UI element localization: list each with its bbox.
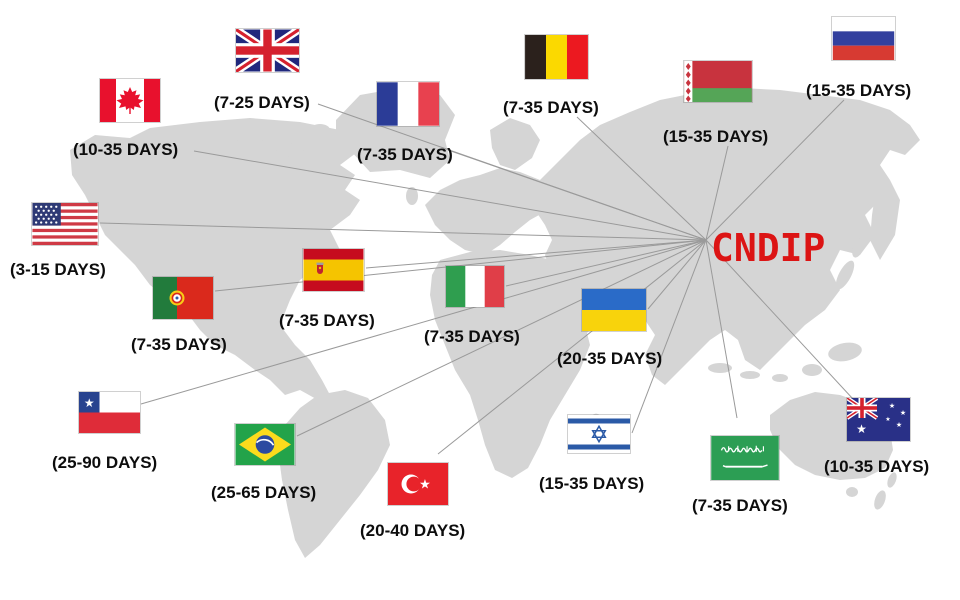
indonesia bbox=[772, 374, 788, 382]
delivery-time-uk: (7-25 DAYS) bbox=[214, 93, 310, 112]
svg-text:★: ★ bbox=[419, 478, 431, 493]
continent-asia bbox=[528, 88, 920, 385]
flag-russia bbox=[832, 17, 895, 60]
svg-text:★: ★ bbox=[84, 396, 95, 410]
delivery-time-belgium: (7-35 DAYS) bbox=[503, 98, 599, 117]
continents bbox=[70, 88, 920, 558]
delivery-time-chile: (25-90 DAYS) bbox=[52, 453, 158, 472]
flag-canada bbox=[100, 79, 160, 122]
flag-spain bbox=[303, 249, 364, 291]
svg-text:★: ★ bbox=[856, 422, 867, 436]
connection-line-brazil bbox=[296, 239, 707, 437]
flag-belgium bbox=[525, 35, 588, 79]
connection-line-italy bbox=[505, 239, 707, 287]
delivery-time-italy: (7-35 DAYS) bbox=[424, 327, 520, 346]
scandinavia bbox=[490, 118, 540, 170]
connection-line-spain bbox=[365, 239, 707, 269]
connection-lines bbox=[99, 99, 854, 455]
arctic-islands bbox=[232, 127, 268, 143]
connection-line-saudi_arabia bbox=[705, 239, 738, 419]
flag-portugal bbox=[153, 277, 213, 319]
arctic-islands bbox=[310, 124, 330, 136]
delivery-time-belarus: (15-35 DAYS) bbox=[663, 127, 769, 146]
british-isles bbox=[406, 187, 418, 205]
delivery-time-turkey: (20-40 DAYS) bbox=[360, 521, 466, 540]
flag-usa bbox=[32, 203, 98, 245]
connection-line-ukraine bbox=[647, 239, 707, 310]
flag-france bbox=[377, 82, 439, 126]
delivery-time-israel: (15-35 DAYS) bbox=[539, 474, 645, 493]
new-zealand bbox=[874, 490, 886, 510]
flag-saudi_arabia bbox=[711, 436, 779, 480]
connection-line-portugal bbox=[214, 239, 707, 292]
connection-line-belarus bbox=[705, 145, 729, 241]
origin-brand-label: CNDIP bbox=[711, 226, 826, 270]
svg-text:★: ★ bbox=[889, 402, 895, 410]
connection-line-usa bbox=[99, 222, 707, 241]
svg-text:★: ★ bbox=[896, 421, 902, 429]
flag-brazil bbox=[235, 424, 295, 465]
delivery-time-canada: (10-35 DAYS) bbox=[73, 140, 179, 159]
svg-text:★: ★ bbox=[900, 409, 906, 417]
indonesia bbox=[740, 371, 760, 379]
connection-line-chile bbox=[140, 239, 707, 405]
delivery-time-ukraine: (20-35 DAYS) bbox=[557, 349, 663, 368]
connection-line-turkey bbox=[437, 239, 707, 455]
indonesia bbox=[802, 364, 822, 376]
arctic-islands bbox=[276, 143, 304, 157]
delivery-time-saudi_arabia: (7-35 DAYS) bbox=[692, 496, 788, 515]
flag-chile: ★ bbox=[79, 392, 140, 433]
flag-uk bbox=[236, 29, 299, 72]
flag-italy bbox=[446, 266, 504, 307]
flag-australia: ★ ★ ★ ★ ★ bbox=[847, 398, 910, 441]
new-guinea bbox=[828, 342, 862, 362]
flag-israel bbox=[568, 415, 630, 453]
flag-belarus bbox=[684, 61, 752, 102]
kamchatka bbox=[870, 180, 900, 260]
continent-north-america bbox=[70, 118, 360, 400]
connection-line-belgium bbox=[576, 116, 707, 241]
tasmania bbox=[846, 487, 858, 497]
delivery-time-spain: (7-35 DAYS) bbox=[279, 311, 375, 330]
new-zealand bbox=[887, 472, 897, 488]
connection-line-russia bbox=[705, 99, 845, 241]
delivery-time-russia: (15-35 DAYS) bbox=[806, 81, 912, 100]
delivery-time-australia: (10-35 DAYS) bbox=[824, 457, 930, 476]
svg-text:★: ★ bbox=[885, 416, 890, 423]
indonesia bbox=[708, 363, 732, 373]
delivery-time-portugal: (7-35 DAYS) bbox=[131, 335, 227, 354]
delivery-time-france: (7-35 DAYS) bbox=[357, 145, 453, 164]
flag-ukraine bbox=[582, 289, 646, 331]
connection-line-australia bbox=[705, 239, 854, 400]
japan bbox=[835, 260, 855, 290]
connection-line-israel bbox=[631, 239, 707, 434]
japan bbox=[852, 238, 864, 258]
connection-line-france bbox=[447, 149, 707, 241]
delivery-time-usa: (3-15 DAYS) bbox=[10, 260, 106, 279]
delivery-time-brazil: (25-65 DAYS) bbox=[211, 483, 317, 502]
flag-turkey: ★ bbox=[388, 463, 448, 505]
connection-line-canada bbox=[193, 150, 707, 241]
